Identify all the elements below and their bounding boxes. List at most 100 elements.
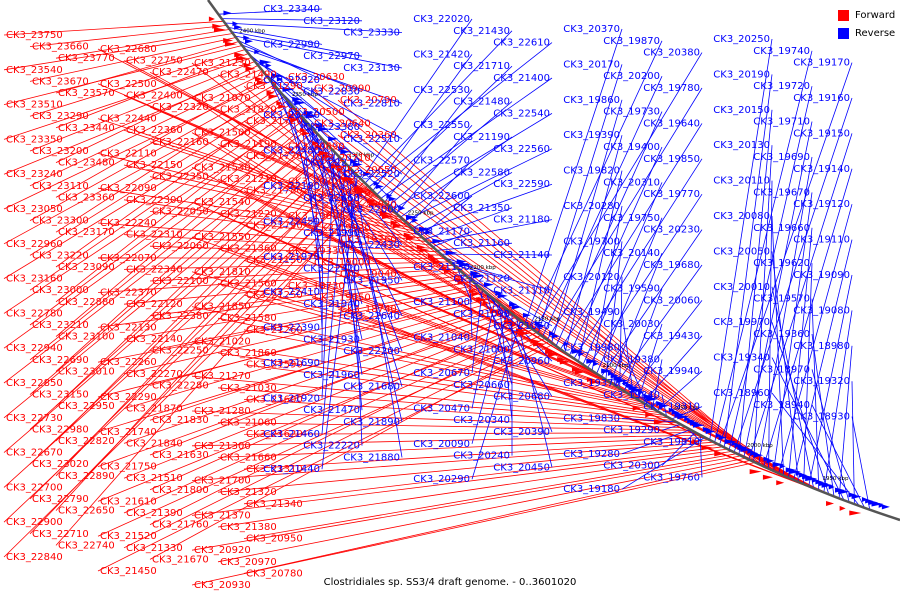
- leader-line: [714, 50, 813, 443]
- feature-label: CK3_22000: [343, 205, 400, 216]
- feature-label: CK3_21580: [220, 313, 277, 324]
- feature-label: CK3_20110: [713, 176, 770, 187]
- forward-feature: [324, 153, 331, 159]
- feature-label: CK3_22390: [263, 323, 320, 334]
- leader-line: [723, 74, 773, 448]
- leader-line: [428, 219, 553, 244]
- feature-label: CK3_19810: [643, 437, 700, 448]
- leader-line: [123, 261, 450, 270]
- forward-feature: [839, 505, 846, 511]
- reverse-feature: [432, 238, 445, 244]
- leader-line: [773, 192, 813, 472]
- forward-feature: [235, 55, 248, 61]
- feature-label: CK3_19850: [643, 154, 700, 165]
- feature-label: CK3_21260: [246, 325, 303, 336]
- forward-feature: [701, 445, 714, 451]
- feature-label: CK3_19150: [793, 128, 850, 139]
- feature-label: CK3_21500: [194, 128, 251, 139]
- kbp-tick-label: 1950 kbp: [823, 476, 849, 482]
- forward-feature: [515, 328, 526, 334]
- genome-caption: Clostridiales sp. SS3/4 draft genome. - …: [323, 577, 577, 588]
- feature-label: CK3_20310: [603, 177, 660, 188]
- feature-label: CK3_22670: [6, 448, 63, 459]
- feature-label: CK3_19380: [603, 354, 660, 365]
- feature-label: CK3_22300: [126, 195, 183, 206]
- leader-line: [29, 84, 275, 221]
- leader-line: [471, 299, 496, 409]
- feature-label: CK3_19720: [753, 81, 810, 92]
- feature-label: CK3_21030: [220, 383, 277, 394]
- feature-label: CK3_21860: [220, 348, 277, 359]
- leader-line: [123, 164, 416, 232]
- forward-feature: [419, 247, 430, 253]
- feature-label: CK3_22810: [343, 98, 400, 109]
- leader-line: [656, 370, 703, 412]
- feature-label: CK3_19370: [563, 378, 620, 389]
- feature-label: CK3_21840: [126, 438, 183, 449]
- leader-line: [191, 201, 609, 382]
- feature-label: CK3_22130: [100, 322, 157, 333]
- leader-line: [498, 303, 513, 421]
- feature-label: CK3_21190: [220, 139, 277, 150]
- feature-label: CK3_21380: [220, 522, 277, 533]
- kbp-tick-label: 2100 kbp: [603, 363, 629, 369]
- feature-label: CK3_21180: [493, 215, 550, 226]
- feature-label: CK3_21930: [303, 334, 360, 345]
- leader-line: [578, 170, 623, 362]
- forward-feature: [330, 163, 343, 169]
- feature-label: CK3_21320: [220, 487, 277, 498]
- leader-line: [3, 171, 354, 488]
- leader-line: [380, 77, 553, 199]
- feature-label: CK3_21810: [194, 267, 251, 278]
- reverse-feature: [571, 348, 584, 354]
- leader-line: [29, 130, 315, 361]
- leader-line: [778, 204, 853, 474]
- feature-label: CK3_22250: [152, 346, 209, 357]
- leader-line: [811, 369, 850, 503]
- feature-label: CK3_22410: [263, 287, 320, 298]
- feature-label: CK3_21190: [453, 132, 510, 143]
- leader-line: [191, 434, 701, 447]
- feature-label: CK3_20010: [713, 282, 770, 293]
- feature-label: CK3_22740: [58, 540, 115, 551]
- leader-line: [191, 375, 674, 421]
- leader-line: [243, 432, 697, 435]
- leader-line: [243, 439, 710, 470]
- reverse-feature: [631, 387, 644, 393]
- feature-label: CK3_22950: [58, 401, 115, 412]
- reverse-feature: [705, 428, 716, 434]
- reverse-feature: [878, 502, 885, 508]
- feature-label: CK3_21610: [100, 496, 157, 507]
- leader-line: [3, 149, 333, 419]
- leader-line: [217, 451, 733, 528]
- feature-label: CK3_22380: [152, 311, 209, 322]
- leader-line: [297, 111, 403, 281]
- forward-feature: [571, 367, 580, 373]
- leader-line: [621, 418, 677, 423]
- feature-label: CK3_22480: [263, 146, 320, 157]
- reverse-feature: [271, 73, 284, 79]
- leader-line: [771, 286, 815, 489]
- leader-line: [699, 434, 703, 478]
- forward-feature: [589, 379, 600, 385]
- feature-label: CK3_23240: [6, 169, 63, 180]
- feature-label: CK3_22850: [6, 378, 63, 389]
- feature-label: CK3_20380: [643, 48, 700, 59]
- feature-label: CK3_22570: [413, 156, 470, 167]
- leader-line: [364, 30, 513, 184]
- reverse-feature: [306, 113, 319, 119]
- leader-line: [763, 168, 853, 467]
- leader-line: [321, 140, 324, 364]
- feature-label: CK3_20190: [713, 69, 770, 80]
- feature-label: CK3_21350: [453, 203, 510, 214]
- feature-label: CK3_20720: [314, 188, 371, 199]
- leader-line: [771, 357, 845, 501]
- forward-feature: [849, 510, 862, 516]
- reverse-feature: [282, 86, 295, 92]
- forward-feature: [278, 104, 287, 110]
- feature-label: CK3_21440: [263, 464, 320, 475]
- reverse-feature: [537, 323, 546, 329]
- leader-line: [551, 99, 623, 344]
- feature-label: CK3_19310: [643, 402, 700, 413]
- feature-label: CK3_20780: [246, 568, 303, 579]
